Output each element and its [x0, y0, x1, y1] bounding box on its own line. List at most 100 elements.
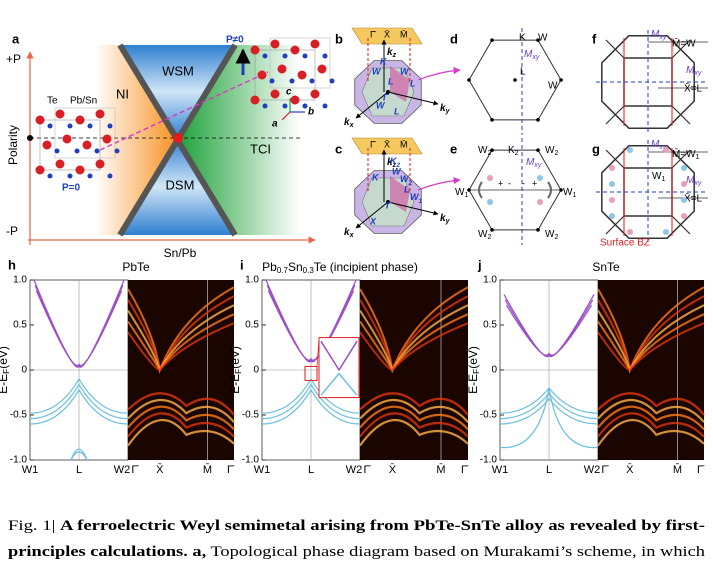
label-base: k [387, 157, 393, 168]
chirality-arc [547, 181, 552, 199]
caption-prefix: Fig. 1| [8, 518, 60, 534]
label: W2 [545, 145, 558, 157]
label: Te [47, 96, 58, 107]
spectrum-band [597, 405, 705, 431]
label: K [372, 172, 380, 182]
x-tick-label: Γ̄ [697, 464, 705, 476]
label: X̄ [384, 139, 390, 149]
atom-pb [269, 78, 275, 84]
x-tick-label: M̄ [203, 463, 212, 476]
atom-pb [322, 103, 328, 109]
atom-pb [282, 53, 288, 59]
panel-title: SnTe [592, 260, 620, 274]
label-base: W [410, 192, 420, 202]
dsm-point [173, 133, 183, 143]
spectrum-band [359, 322, 469, 372]
label-base: M [526, 157, 535, 168]
vertex [467, 78, 471, 82]
label-base: K [508, 145, 515, 156]
label-base: W [455, 187, 465, 198]
label-sub: y [445, 218, 451, 225]
crystal-p1 [254, 49, 316, 101]
weyl-projection [627, 147, 633, 153]
label: Γ [386, 200, 392, 210]
atom-pb [262, 53, 268, 59]
label: X̄=L [684, 82, 703, 95]
label: Γ̄ [370, 29, 377, 39]
label: K2 [390, 156, 401, 168]
spectrum-band [127, 412, 235, 438]
label: -P [6, 224, 18, 238]
kx-axis [355, 201, 389, 229]
gamma-point [386, 200, 390, 204]
atom-te [290, 45, 300, 55]
y-axis-label: E-EF(eV) [0, 346, 11, 394]
conduction-band [265, 279, 357, 363]
label: b [335, 31, 343, 46]
label-rest: (eV) [466, 346, 480, 369]
atom-te [290, 95, 300, 105]
title-part: Sn [288, 260, 303, 274]
octagon-bz [601, 145, 695, 239]
weyl-projection [609, 165, 615, 171]
label: d [450, 31, 458, 46]
label: f [592, 31, 597, 46]
atom-pb [47, 173, 53, 179]
label: W2 [478, 145, 491, 157]
vertex [467, 188, 471, 192]
spectrum-band [597, 322, 705, 372]
weyl-projection [663, 229, 669, 235]
label: kx [344, 117, 355, 129]
label-sub: 1 [661, 176, 665, 183]
vertex [490, 228, 494, 232]
label: WSM [162, 63, 194, 78]
atom-te [62, 134, 72, 144]
vertex [490, 118, 494, 122]
weyl-projection [609, 197, 615, 203]
label: c [335, 141, 342, 156]
crystal-p0 [39, 119, 101, 171]
x-tick-label: W2 [346, 464, 363, 476]
label-base: E-E [466, 374, 480, 394]
caption-bold: principles calculations. a, [8, 544, 206, 560]
panel-title: PbTe [122, 260, 150, 274]
weyl-projection [627, 229, 633, 235]
label-sub: z [392, 162, 397, 169]
label: h [8, 257, 16, 272]
x-tick-label: M̄ [436, 463, 445, 476]
y-tick-label: -0.5 [480, 410, 498, 421]
valence-band [261, 383, 361, 420]
spectrum-band [127, 419, 235, 447]
label: W [538, 33, 548, 44]
y-tick-label: 0.5 [245, 320, 259, 331]
spectrum-band [359, 412, 469, 438]
valence-band [261, 388, 361, 425]
vertex [559, 188, 563, 192]
conduction-band [34, 285, 124, 367]
label: i [240, 257, 244, 272]
label-base: W [545, 229, 555, 240]
y-tick-label: -0.5 [242, 410, 260, 421]
label: W1 [455, 187, 468, 199]
vertex [536, 118, 540, 122]
label: Γ̄ [370, 139, 377, 149]
y-tick-label: 1.0 [13, 275, 27, 286]
atom-te [250, 45, 260, 55]
label: L [520, 67, 526, 78]
bz-edge [671, 105, 691, 125]
label: a [12, 31, 20, 46]
label-sub: xy [531, 54, 540, 61]
y-tick-label: -1.0 [242, 455, 260, 466]
dsm-region [120, 138, 235, 235]
spectrum-band [359, 392, 469, 416]
label: W [376, 100, 386, 110]
atom-te [55, 109, 65, 119]
label: kz [387, 47, 397, 59]
label: j [477, 257, 482, 272]
label: L [404, 184, 410, 194]
conduction-band [266, 285, 356, 362]
atom-pb [107, 123, 113, 129]
vertex [536, 38, 540, 42]
atom-pb [94, 148, 100, 154]
vertex [536, 148, 540, 152]
